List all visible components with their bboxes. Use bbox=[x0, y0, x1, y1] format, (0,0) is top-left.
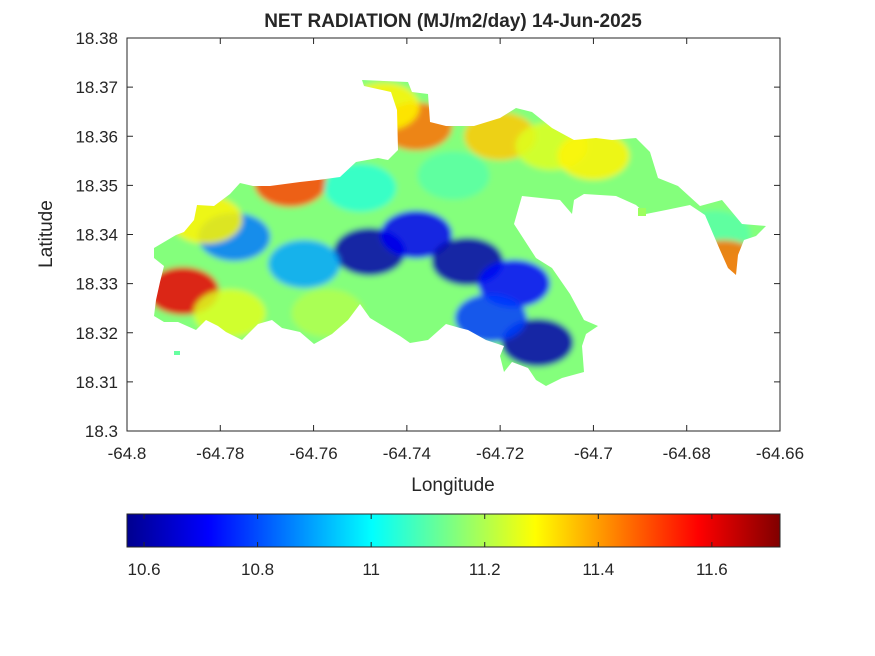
colorbar-tick-label: 11 bbox=[362, 560, 380, 579]
y-tick-label: 18.35 bbox=[75, 176, 118, 195]
colorbar-tick-label: 11.6 bbox=[696, 560, 728, 579]
y-tick-label: 18.38 bbox=[75, 29, 118, 48]
colorbar: 10.6 10.8 11 11.2 11.4 11.6 bbox=[126, 513, 781, 579]
colorbar-tick-label: 11.4 bbox=[582, 560, 614, 579]
x-tick-label: -64.8 bbox=[108, 444, 147, 463]
colorbar-tick-label: 10.6 bbox=[127, 560, 160, 579]
heat-region-4 bbox=[380, 210, 453, 259]
patch-east-small bbox=[638, 208, 646, 216]
heat-region-20 bbox=[268, 239, 341, 288]
y-tick-label: 18.3 bbox=[85, 422, 118, 441]
y-tick-label: 18.34 bbox=[75, 226, 118, 245]
x-tick-label: -64.7 bbox=[574, 444, 613, 463]
x-axis-label: Longitude bbox=[411, 475, 494, 496]
x-tick-label: -64.66 bbox=[756, 444, 804, 463]
x-tick-label: -64.78 bbox=[196, 444, 244, 463]
x-tick-label: -64.74 bbox=[383, 444, 431, 463]
colorbar-gradient bbox=[126, 513, 781, 548]
heat-region-14 bbox=[324, 163, 397, 212]
colorbar-tick-label: 10.8 bbox=[241, 560, 274, 579]
colorbar-tick-label: 11.2 bbox=[469, 560, 501, 579]
y-axis: 18.3 18.31 18.32 18.33 18.34 18.35 18.36 18.37 1… bbox=[75, 29, 780, 441]
y-tick-label: 18.32 bbox=[75, 324, 118, 343]
heat-region-17 bbox=[557, 131, 630, 180]
x-axis: -64.8 -64.78 -64.76 -64.74 -64.72 -64.7 -64.68… bbox=[108, 38, 804, 463]
y-tick-label: 18.33 bbox=[75, 275, 118, 294]
x-tick-label: -64.72 bbox=[476, 444, 524, 463]
chart-title: NET RADIATION (MJ/m2/day) 14-Jun-2025 bbox=[264, 11, 642, 32]
x-tick-label: -64.68 bbox=[663, 444, 711, 463]
y-axis-label: Latitude bbox=[36, 200, 57, 268]
colorbar-ticks: 10.6 10.8 11 11.2 11.4 11.6 bbox=[127, 514, 728, 579]
y-tick-label: 18.36 bbox=[75, 127, 118, 146]
x-tick-label: -64.76 bbox=[289, 444, 337, 463]
heat-region-21 bbox=[454, 294, 527, 343]
heat-region-15 bbox=[417, 151, 490, 200]
patch-southwest bbox=[174, 351, 180, 355]
y-tick-label: 18.31 bbox=[75, 373, 118, 392]
y-tick-label: 18.37 bbox=[75, 78, 118, 97]
outlier-patches bbox=[174, 208, 646, 355]
